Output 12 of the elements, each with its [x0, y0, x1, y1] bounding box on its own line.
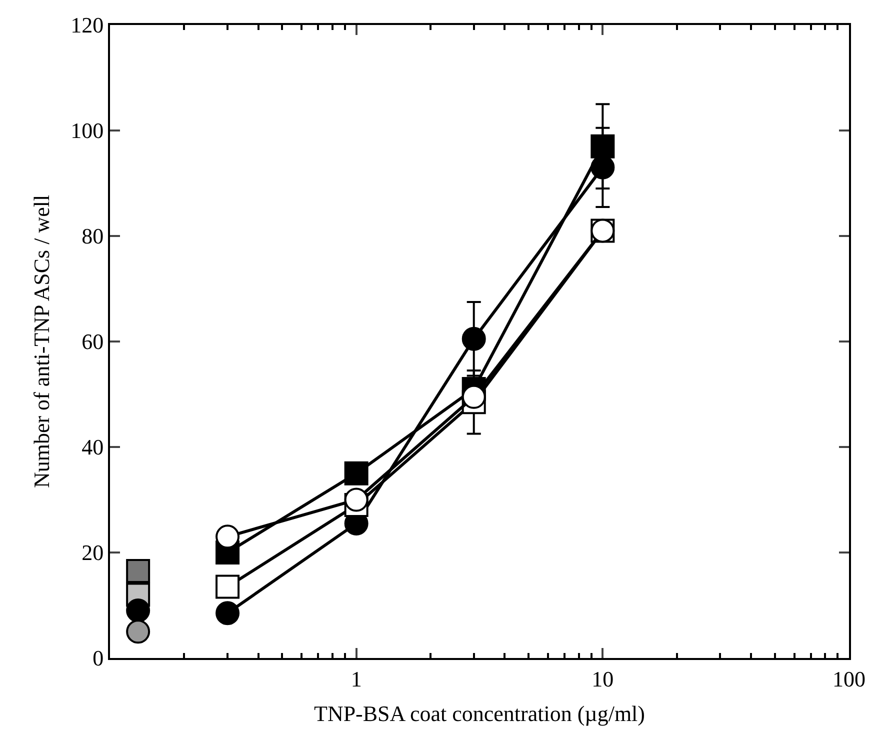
- y-axis-title: Number of anti-TNP ASCs / well: [28, 194, 54, 488]
- x-tick-label: 1: [350, 666, 362, 692]
- y-tick-label: 120: [70, 12, 104, 38]
- x-tick-label: 100: [832, 666, 866, 692]
- y-tick-label: 40: [82, 434, 104, 460]
- y-tick-label: 0: [92, 646, 104, 671]
- x-tick-label: 10: [592, 666, 614, 692]
- y-tick-label: 80: [82, 224, 104, 249]
- y-tick-label: 60: [82, 329, 104, 354]
- x-axis-title: TNP-BSA coat concentration (µg/ml): [314, 700, 645, 726]
- y-tick-label: 20: [82, 540, 104, 566]
- y-tick-label: 100: [70, 118, 104, 144]
